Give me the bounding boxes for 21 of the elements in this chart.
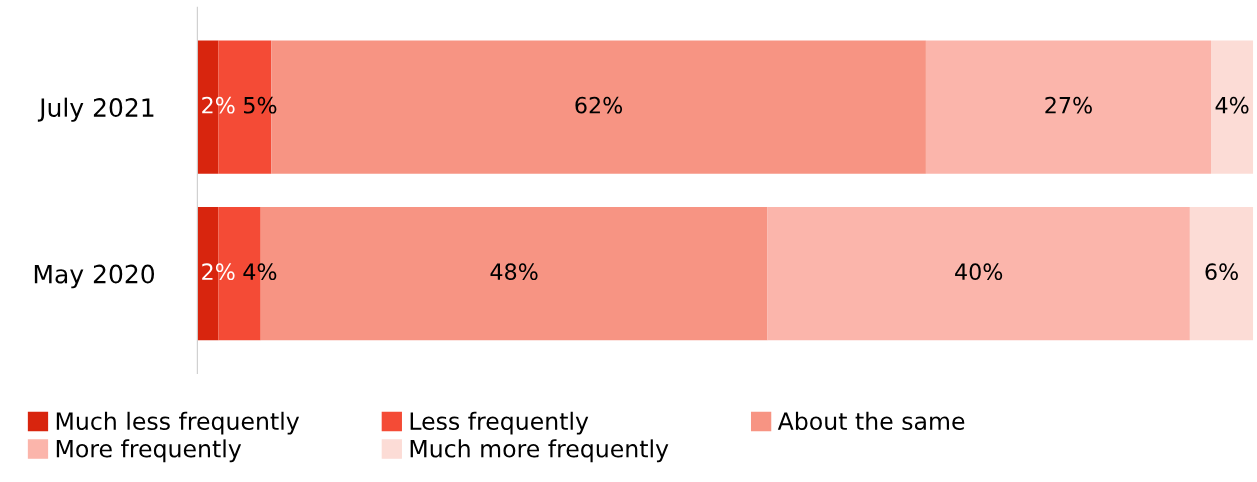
bar: [925, 40, 1211, 174]
bar: [767, 207, 1190, 341]
legend-label: Less frequently: [410, 411, 589, 435]
legend-label: Much more frequently: [410, 439, 669, 463]
data-label: 40%: [955, 263, 1003, 281]
data-label: 2%: [202, 263, 235, 281]
data-label: 4%: [1215, 96, 1249, 114]
data-label: 62%: [575, 96, 623, 114]
data-label: 2%: [202, 96, 235, 114]
bar: [1210, 40, 1254, 174]
y-tick-label: May 2020: [34, 264, 155, 289]
data-label: 5%: [244, 96, 277, 114]
legend-label: More frequently: [56, 439, 242, 463]
legend-label: Much less frequently: [56, 411, 300, 435]
data-label: 6%: [1205, 263, 1238, 281]
data-label: 48%: [490, 263, 538, 281]
bar: [1189, 207, 1254, 341]
data-label: 4%: [243, 263, 277, 281]
y-tick-label: July 2021: [37, 97, 154, 122]
legend-label: About the same: [777, 411, 965, 431]
data-label: 27%: [1045, 96, 1092, 114]
